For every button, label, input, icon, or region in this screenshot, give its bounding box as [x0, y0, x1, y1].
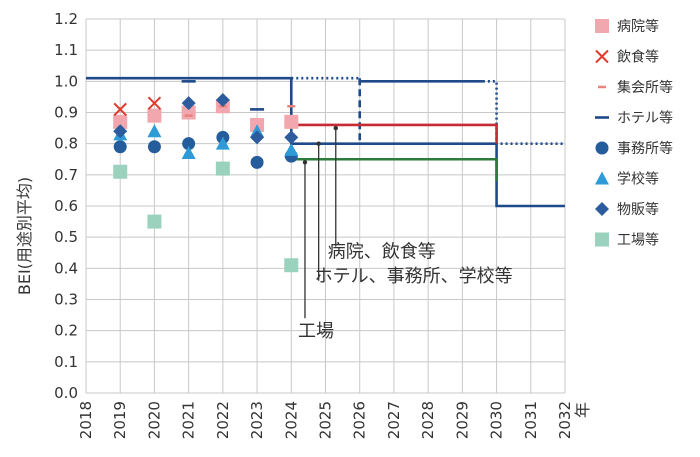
x-tick-label: 2019	[111, 401, 129, 439]
legend-label: 病院等	[617, 18, 659, 35]
data-point	[284, 114, 299, 129]
y-tick-label: 0.0	[54, 384, 78, 402]
legend-marker	[595, 171, 609, 185]
target-line	[291, 123, 498, 144]
y-tick-label: 0.8	[54, 135, 78, 153]
y-tick-label: 0.4	[54, 259, 78, 277]
y-tick-label: 0.5	[54, 228, 78, 246]
data-point	[284, 142, 299, 156]
y-tick-label: 1.2	[54, 10, 78, 28]
annotation-label: 病院、飲食等	[328, 242, 436, 263]
legend-label: 物販等	[617, 201, 659, 218]
y-tick-label: 1.1	[54, 41, 78, 59]
y-tick-label: 0.6	[54, 197, 78, 215]
data-point	[113, 102, 127, 117]
x-tick-label: 2030	[488, 401, 506, 439]
data-point	[113, 114, 128, 129]
legend-label: 事務所等	[617, 140, 673, 157]
data-point	[182, 137, 196, 151]
data-point	[284, 130, 299, 145]
data-point	[284, 258, 299, 273]
data-point	[113, 164, 128, 179]
legend-label: 集会所等	[617, 79, 673, 96]
y-tick-label: 0.2	[54, 322, 78, 340]
annotation-dot	[333, 125, 338, 131]
x-tick-label: 2026	[351, 401, 369, 439]
data-point	[181, 146, 196, 160]
y-tick-label: 0.3	[54, 291, 78, 309]
data-point	[215, 161, 230, 176]
data-point	[113, 124, 128, 139]
data-point	[147, 96, 162, 110]
annotation-label: 工場	[298, 321, 334, 342]
x-tick-label: 2027	[385, 401, 403, 439]
data-point	[215, 93, 230, 108]
data-point	[113, 140, 127, 154]
annotation-label: ホテル、事務所、学校等	[315, 266, 513, 287]
x-tick-label: 2020	[145, 401, 163, 439]
annotation-dot	[302, 160, 308, 165]
data-point	[147, 108, 162, 123]
x-tick-label: 2031	[522, 401, 540, 439]
x-tick-label: 2021	[180, 401, 198, 439]
y-tick-label: 0.1	[54, 353, 78, 371]
legend-label: 学校等	[617, 171, 659, 188]
data-point	[215, 136, 230, 150]
legend-label: 飲食等	[617, 49, 659, 66]
legend-marker	[595, 202, 609, 216]
target-line	[86, 76, 565, 208]
data-point	[147, 140, 161, 154]
y-tick-label: 1.0	[54, 72, 78, 90]
x-tick-label: 2028	[419, 401, 437, 439]
y-axis-title: BEI(用途別平均)	[15, 177, 34, 295]
target-line	[482, 80, 565, 145]
y-tick-label: 0.9	[54, 104, 78, 122]
legend-marker	[595, 19, 609, 33]
y-tick-label: 0.7	[54, 166, 78, 184]
x-axis-title: 年	[573, 402, 592, 418]
x-tick-label: 2018	[77, 401, 95, 439]
x-tick-label: 2025	[317, 401, 335, 439]
x-tick-label: 2024	[282, 401, 300, 439]
annotation-dot	[316, 141, 321, 146]
data-point	[250, 130, 265, 145]
x-tick-label: 2023	[248, 401, 266, 439]
legend-label: 工場等	[617, 232, 659, 249]
data-point	[147, 214, 162, 229]
data-point	[250, 155, 264, 169]
target-line	[291, 157, 498, 182]
legend-marker	[595, 232, 609, 247]
x-tick-label: 2029	[453, 401, 471, 439]
legend-label: ホテル等	[617, 110, 673, 127]
data-point	[181, 96, 196, 111]
legend-marker	[595, 49, 609, 64]
data-point	[147, 124, 162, 138]
legend-marker	[595, 141, 609, 155]
x-tick-label: 2032	[556, 401, 574, 439]
x-tick-label: 2022	[214, 401, 232, 439]
